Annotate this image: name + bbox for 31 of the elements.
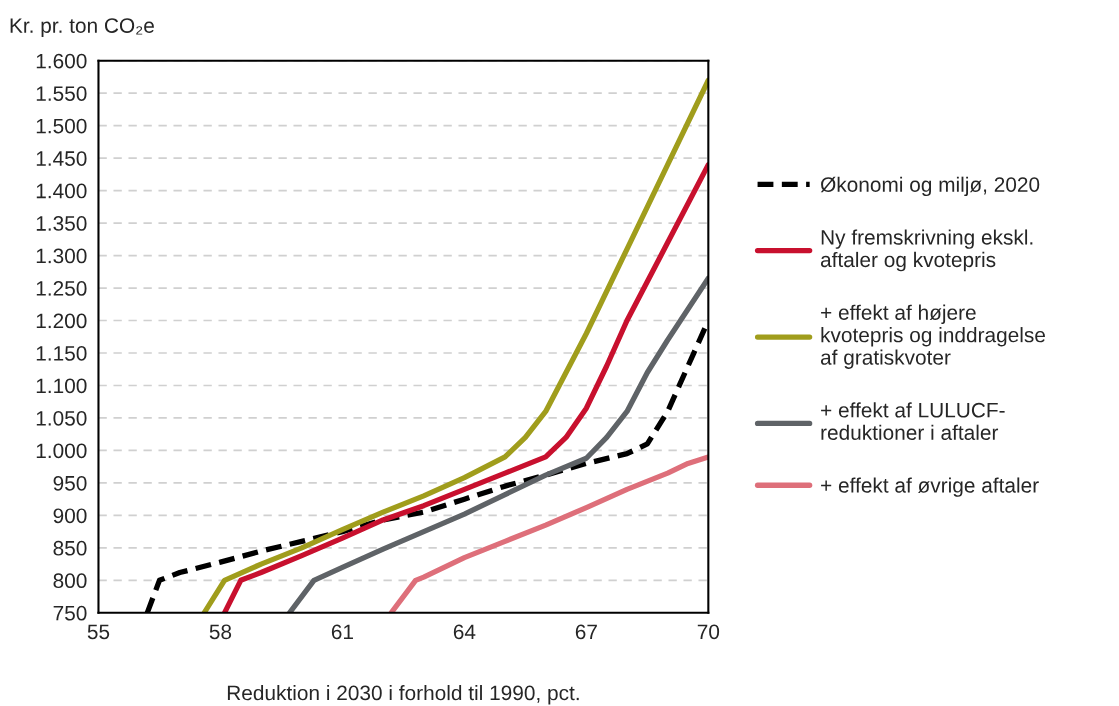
x-tick-label: 61 bbox=[331, 624, 353, 640]
y-tick-label: 900 bbox=[53, 508, 87, 524]
y-tick-label: 1.400 bbox=[36, 183, 87, 199]
y-tick-label: 1.050 bbox=[36, 410, 87, 426]
y-tick-label: 1.350 bbox=[36, 216, 87, 231]
legend-label: + effekt af øvrige aftaler bbox=[821, 477, 1039, 497]
y-tick-label: 1.450 bbox=[36, 151, 87, 166]
x-axis-title: Reduktion i 2030 i forhold til 1990, pct. bbox=[227, 685, 579, 705]
y-tick-label: 1.000 bbox=[36, 443, 87, 459]
legend-label: + effekt af LULUCF- reduktioner i aftaler bbox=[821, 402, 1005, 440]
y-tick-label: 1.600 bbox=[36, 53, 87, 69]
x-tick-label: 55 bbox=[87, 624, 110, 640]
y-tick-label: 800 bbox=[53, 573, 87, 589]
legend-label: + effekt af højere kvotepris og inddragelse af gratiskvoter bbox=[820, 304, 1045, 369]
y-tick-label: 1.550 bbox=[36, 86, 87, 101]
legend-label: Ny fremskrivning ekskl. aftaler og kvotepris bbox=[820, 229, 1033, 272]
y-tick-label: 850 bbox=[53, 540, 87, 556]
y-tick-label: 1.200 bbox=[36, 313, 87, 329]
y-tick-label: 1.100 bbox=[36, 378, 87, 394]
y-axis-title: Kr. pr. ton CO₂e bbox=[10, 18, 154, 38]
y-tick-label: 1.500 bbox=[36, 118, 87, 134]
x-tick-label: 67 bbox=[575, 624, 597, 640]
x-tick-label: 58 bbox=[209, 624, 232, 640]
x-tick-label: 70 bbox=[697, 624, 720, 640]
y-tick-label: 950 bbox=[53, 475, 87, 491]
legend-label: Økonomi og miljø, 2020 bbox=[820, 176, 1040, 197]
y-tick-label: 1.250 bbox=[36, 281, 87, 296]
y-tick-label: 750 bbox=[53, 605, 87, 621]
y-tick-label: 1.300 bbox=[36, 248, 87, 264]
x-tick-label: 64 bbox=[453, 624, 476, 640]
y-tick-label: 1.150 bbox=[36, 346, 87, 361]
